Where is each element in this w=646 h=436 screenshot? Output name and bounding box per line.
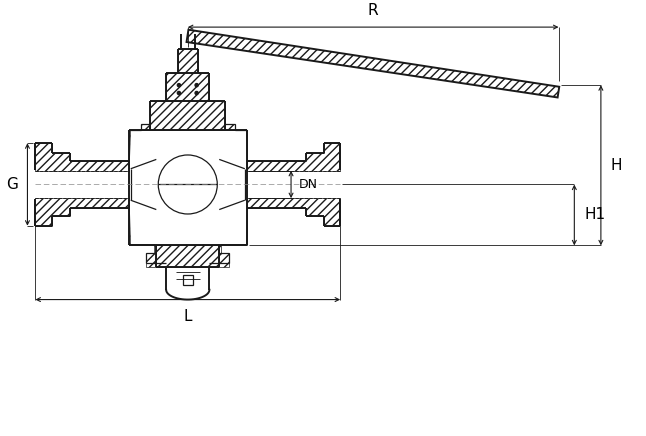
- Circle shape: [195, 92, 198, 95]
- Circle shape: [195, 84, 198, 87]
- Polygon shape: [156, 245, 219, 267]
- Polygon shape: [129, 123, 151, 161]
- Text: L: L: [183, 310, 192, 324]
- Polygon shape: [166, 49, 209, 101]
- Polygon shape: [187, 30, 559, 98]
- Polygon shape: [219, 208, 247, 267]
- Text: G: G: [6, 177, 17, 192]
- Text: R: R: [368, 3, 379, 18]
- Polygon shape: [151, 101, 225, 130]
- Polygon shape: [247, 143, 340, 171]
- Text: H1: H1: [584, 208, 605, 222]
- Polygon shape: [247, 198, 340, 226]
- Circle shape: [178, 84, 180, 87]
- Polygon shape: [36, 198, 129, 226]
- Polygon shape: [183, 275, 193, 285]
- Polygon shape: [129, 208, 156, 267]
- Polygon shape: [36, 143, 129, 171]
- Text: DN: DN: [299, 178, 318, 191]
- Text: H: H: [610, 158, 622, 173]
- Circle shape: [178, 92, 180, 95]
- Polygon shape: [225, 123, 247, 161]
